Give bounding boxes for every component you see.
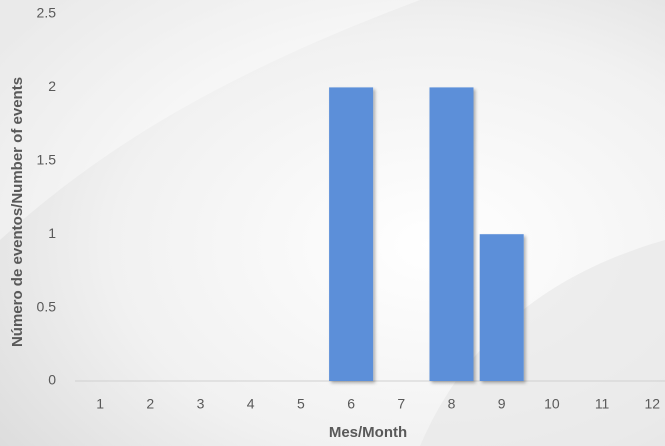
x-tick-label: 3 [197,396,205,412]
background-shape [0,0,420,240]
bar [429,87,474,382]
x-tick-label: 12 [645,396,661,412]
y-tick-label: 2.5 [37,5,57,21]
y-tick-label: 0 [48,372,56,388]
y-tick-label: 0.5 [37,298,57,314]
x-axis-title: Mes/Month [329,424,407,441]
background-shape [420,240,665,446]
x-tick-label: 1 [96,396,104,412]
x-tick-label: 7 [397,396,405,412]
x-tick-label: 2 [146,396,154,412]
x-tick-label: 6 [347,396,355,412]
x-tick-label: 4 [247,396,255,412]
bar [329,87,374,382]
y-tick-label: 1 [48,225,56,241]
x-tick-label: 9 [498,396,506,412]
x-tick-label: 5 [297,396,305,412]
x-tick-label: 8 [448,396,456,412]
x-tick-label: 11 [595,396,610,412]
y-tick-label: 2 [48,78,56,94]
x-tick-label: 10 [544,396,560,412]
bar [479,234,524,381]
y-tick-label: 1.5 [37,152,57,168]
y-axis-title: Número de eventos/Number of events [9,77,26,347]
